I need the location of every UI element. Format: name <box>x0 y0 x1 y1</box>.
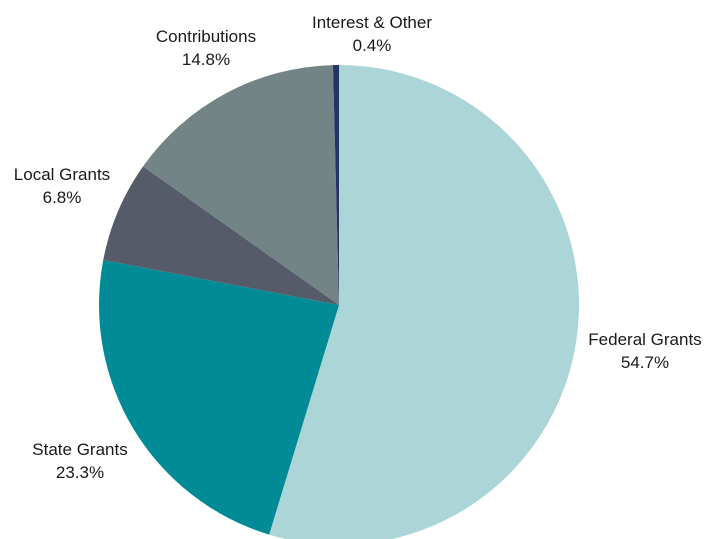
slice-label-state-grants: State Grants <box>32 440 127 459</box>
slice-value-federal-grants: 54.7% <box>621 353 669 372</box>
slice-label-local-grants: Local Grants <box>14 165 110 184</box>
slice-value-local-grants: 6.8% <box>43 188 82 207</box>
slice-value-contributions: 14.8% <box>182 50 230 69</box>
pie-labels: Federal Grants 54.7% State Grants 23.3% Loca… <box>14 13 702 482</box>
pie-slice-local-grants <box>103 166 339 305</box>
slice-value-interest-other: 0.4% <box>353 36 392 55</box>
slice-label-contributions: Contributions <box>156 27 256 46</box>
slice-value-state-grants: 23.3% <box>56 463 104 482</box>
pie-slice-federal-grants <box>269 65 579 539</box>
pie-slice-state-grants <box>98 260 339 535</box>
pie-slice-interest-other <box>332 65 339 305</box>
slice-label-federal-grants: Federal Grants <box>588 330 701 349</box>
slice-label-interest-other: Interest & Other <box>312 13 432 32</box>
pie-slices <box>98 65 579 539</box>
pie-slice-contributions <box>143 65 339 305</box>
